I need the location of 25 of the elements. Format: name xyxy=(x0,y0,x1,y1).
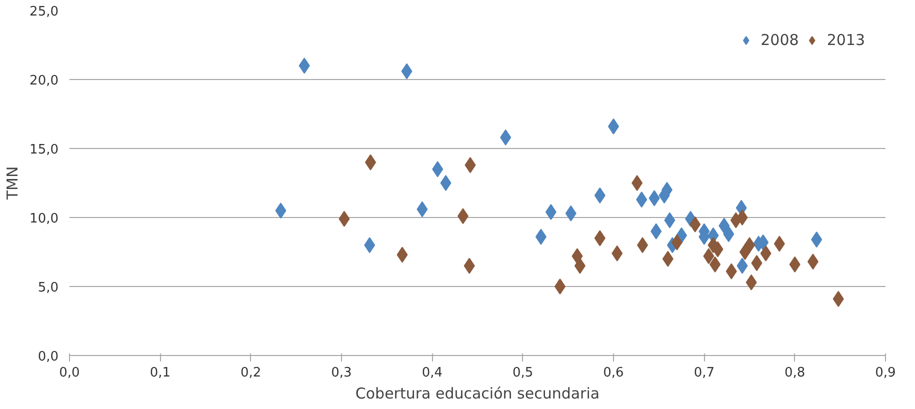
x-tick-label: 0,2 xyxy=(240,366,262,380)
point xyxy=(440,175,452,191)
x-axis-title: Cobertura educación secundaria xyxy=(355,384,600,402)
y-tick-label: 25,0 xyxy=(30,4,59,20)
x-tick-label: 0,6 xyxy=(603,366,624,380)
x-tick-label: 0,4 xyxy=(422,366,443,380)
y-tick-label: 20,0 xyxy=(30,74,59,88)
y-tick-label: 5,0 xyxy=(38,280,59,296)
y-tick-label: 15,0 xyxy=(30,142,59,158)
x-tick-label: 0,8 xyxy=(784,366,806,380)
point xyxy=(554,278,566,294)
legend-label: 2008 xyxy=(760,31,799,49)
y-tick-label: 0,0 xyxy=(38,350,59,364)
x-tick-label: 0,1 xyxy=(150,366,171,380)
x-tick-label: 0,9 xyxy=(875,366,896,380)
x-tick-label: 0,5 xyxy=(512,366,534,380)
legend-label: 2013 xyxy=(826,31,865,49)
y-axis-title: TMN xyxy=(4,166,22,201)
y-tick-label: 10,0 xyxy=(30,212,59,226)
x-tick-label: 0,3 xyxy=(331,366,352,380)
point xyxy=(736,210,748,226)
point xyxy=(739,244,750,260)
point xyxy=(632,175,643,191)
x-tick-label: 0,7 xyxy=(694,366,715,380)
x-tick-label: 0,0 xyxy=(59,366,80,380)
